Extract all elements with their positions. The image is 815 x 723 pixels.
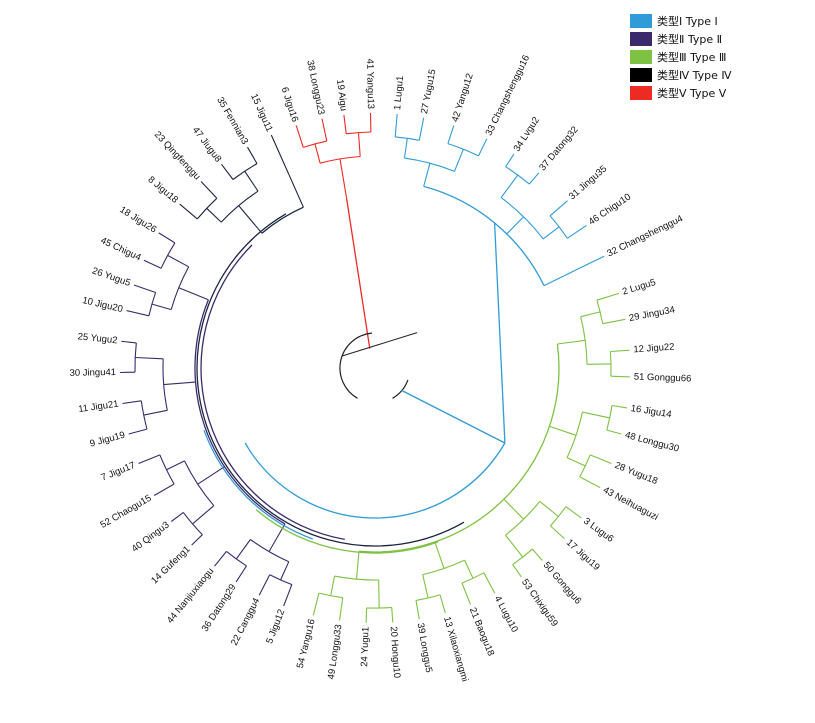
legend-swatch bbox=[630, 32, 652, 46]
legend-label: 类型Ⅳ Type Ⅳ bbox=[657, 68, 732, 82]
legend-swatch bbox=[630, 68, 652, 82]
legend-swatch bbox=[630, 86, 652, 100]
legend-swatch bbox=[630, 14, 652, 28]
legend-label: 类型Ⅴ Type Ⅴ bbox=[657, 86, 727, 100]
legend-label: 类型Ⅱ Type Ⅱ bbox=[657, 32, 722, 46]
legend-label: 类型Ⅲ Type Ⅲ bbox=[657, 50, 726, 64]
legend-label: 类型Ⅰ Type Ⅰ bbox=[657, 14, 718, 28]
legend-swatch bbox=[630, 50, 652, 64]
